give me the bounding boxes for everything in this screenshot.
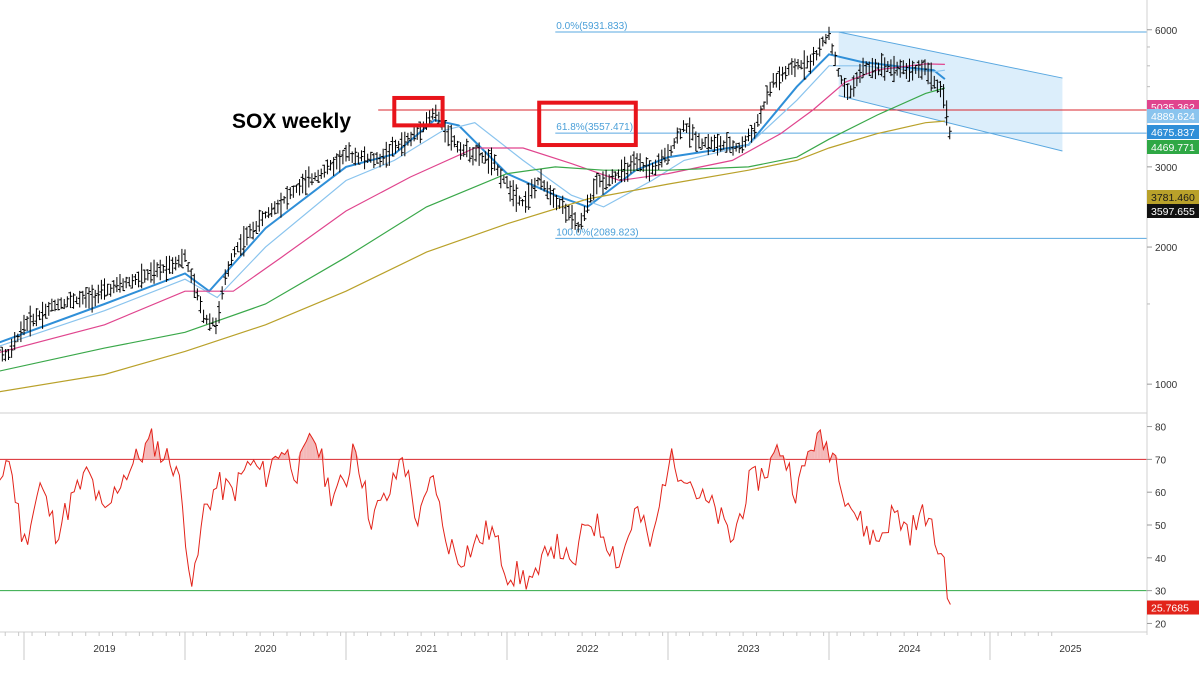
rsi-overbought-segment	[811, 450, 815, 460]
fibonacci-levels: 0.0%(5931.833) 61.8%(3557.471) 100.0%(2089…	[555, 21, 1147, 239]
rsi-axis-tick-label: 20	[1155, 619, 1167, 630]
rsi-axis-tick-label: 30	[1155, 587, 1167, 598]
price-tag-label-1: 4889.624	[1151, 111, 1195, 123]
rsi-overbought-segment	[145, 438, 149, 460]
rsi-tag-label-0: 25.7685	[1151, 603, 1189, 615]
trend-channel-fill	[838, 32, 1063, 152]
price-tag-label-5: 3597.655	[1151, 206, 1195, 218]
moving-average-line-4	[0, 87, 946, 372]
rsi-overbought-segment	[832, 453, 836, 460]
fib-level-label-2: 100.0%(2089.823)	[556, 227, 638, 238]
year-label: 2025	[1059, 644, 1082, 655]
rsi-threshold-lines	[0, 458, 1147, 592]
fib-level-label-0: 0.0%(5931.833)	[556, 21, 627, 32]
rsi-axis-tick-label: 50	[1155, 521, 1167, 532]
rsi-overbought-segment	[300, 446, 304, 460]
price-tags: 5035.3624889.6244675.8374469.7713781.460…	[1147, 100, 1199, 615]
rsi-axis-tick-label: 40	[1155, 554, 1167, 565]
moving-average-line-2	[0, 65, 945, 347]
highlight-boxes	[392, 95, 638, 148]
rsi-overbought-segment	[312, 438, 316, 460]
price-axis-tick-label: 1000	[1155, 380, 1178, 391]
price-axis-tick-label: 6000	[1155, 26, 1178, 37]
rsi-overbought-segment	[671, 448, 675, 460]
price-tag-label-4: 3781.460	[1151, 192, 1195, 204]
price-axis-tick-label: 2000	[1155, 243, 1178, 254]
rsi-overbought-segment	[309, 433, 313, 460]
rsi-overbought-segment	[352, 443, 356, 460]
rsi-axis-tick-label: 60	[1155, 488, 1167, 499]
price-panel: 0.0%(5931.833) 61.8%(3557.471) 100.0%(2089…	[0, 21, 1147, 393]
rsi-overbought-segment	[269, 458, 273, 460]
rsi-overbought-segment	[773, 444, 777, 460]
price-tag-bg-3	[1147, 140, 1199, 154]
fib-level-label-1: 61.8%(3557.471)	[556, 122, 633, 133]
right-price-axis: 1000200030004000600020304050607080	[1146, 0, 1178, 635]
rsi-tag-bg-0	[1147, 600, 1199, 615]
price-ohlc-bars	[0, 26, 952, 362]
year-label: 2021	[415, 644, 438, 655]
moving-average-line-3	[0, 63, 945, 353]
price-tag-label-3: 4469.771	[1151, 142, 1195, 154]
rsi-overbought-fill	[132, 428, 839, 460]
price-tag-bg-4	[1147, 190, 1199, 204]
chart-title: SOX weekly	[232, 110, 351, 133]
highlight-box-0	[392, 95, 445, 128]
rsi-line	[0, 428, 951, 605]
rsi-panel	[0, 428, 1147, 605]
price-axis-tick-label: 3000	[1155, 163, 1178, 174]
year-label: 2023	[737, 644, 760, 655]
rsi-overbought-segment	[823, 441, 827, 460]
price-tag-bg-2	[1147, 125, 1199, 139]
rsi-overbought-segment	[767, 457, 771, 460]
rsi-axis-tick-label: 80	[1155, 423, 1167, 434]
rsi-overbought-segment	[817, 429, 821, 460]
trend-channel-lower-line	[838, 95, 1063, 152]
trend-channel-upper-line	[838, 31, 1063, 79]
rsi-overbought-segment	[284, 449, 288, 460]
highlight-box-1	[537, 100, 638, 148]
price-tag-bg-5	[1147, 204, 1199, 218]
price-tag-label-2: 4675.837	[1151, 127, 1195, 139]
date-axis: 2019 2020 2021 2022 2023 2024 2025	[0, 631, 1147, 660]
rsi-overbought-segment	[807, 450, 812, 460]
rsi-overbought-segment	[780, 455, 784, 460]
year-label: 2024	[898, 644, 921, 655]
year-label: 2022	[576, 644, 599, 655]
moving-average-line-1	[0, 53, 946, 344]
year-label: 2019	[93, 644, 116, 655]
rsi-overbought-segment	[402, 457, 406, 460]
rsi-axis-tick-label: 70	[1155, 455, 1167, 466]
year-label: 2020	[254, 644, 277, 655]
price-tag-bg-1	[1147, 109, 1199, 123]
moving-average-lines	[0, 53, 946, 393]
